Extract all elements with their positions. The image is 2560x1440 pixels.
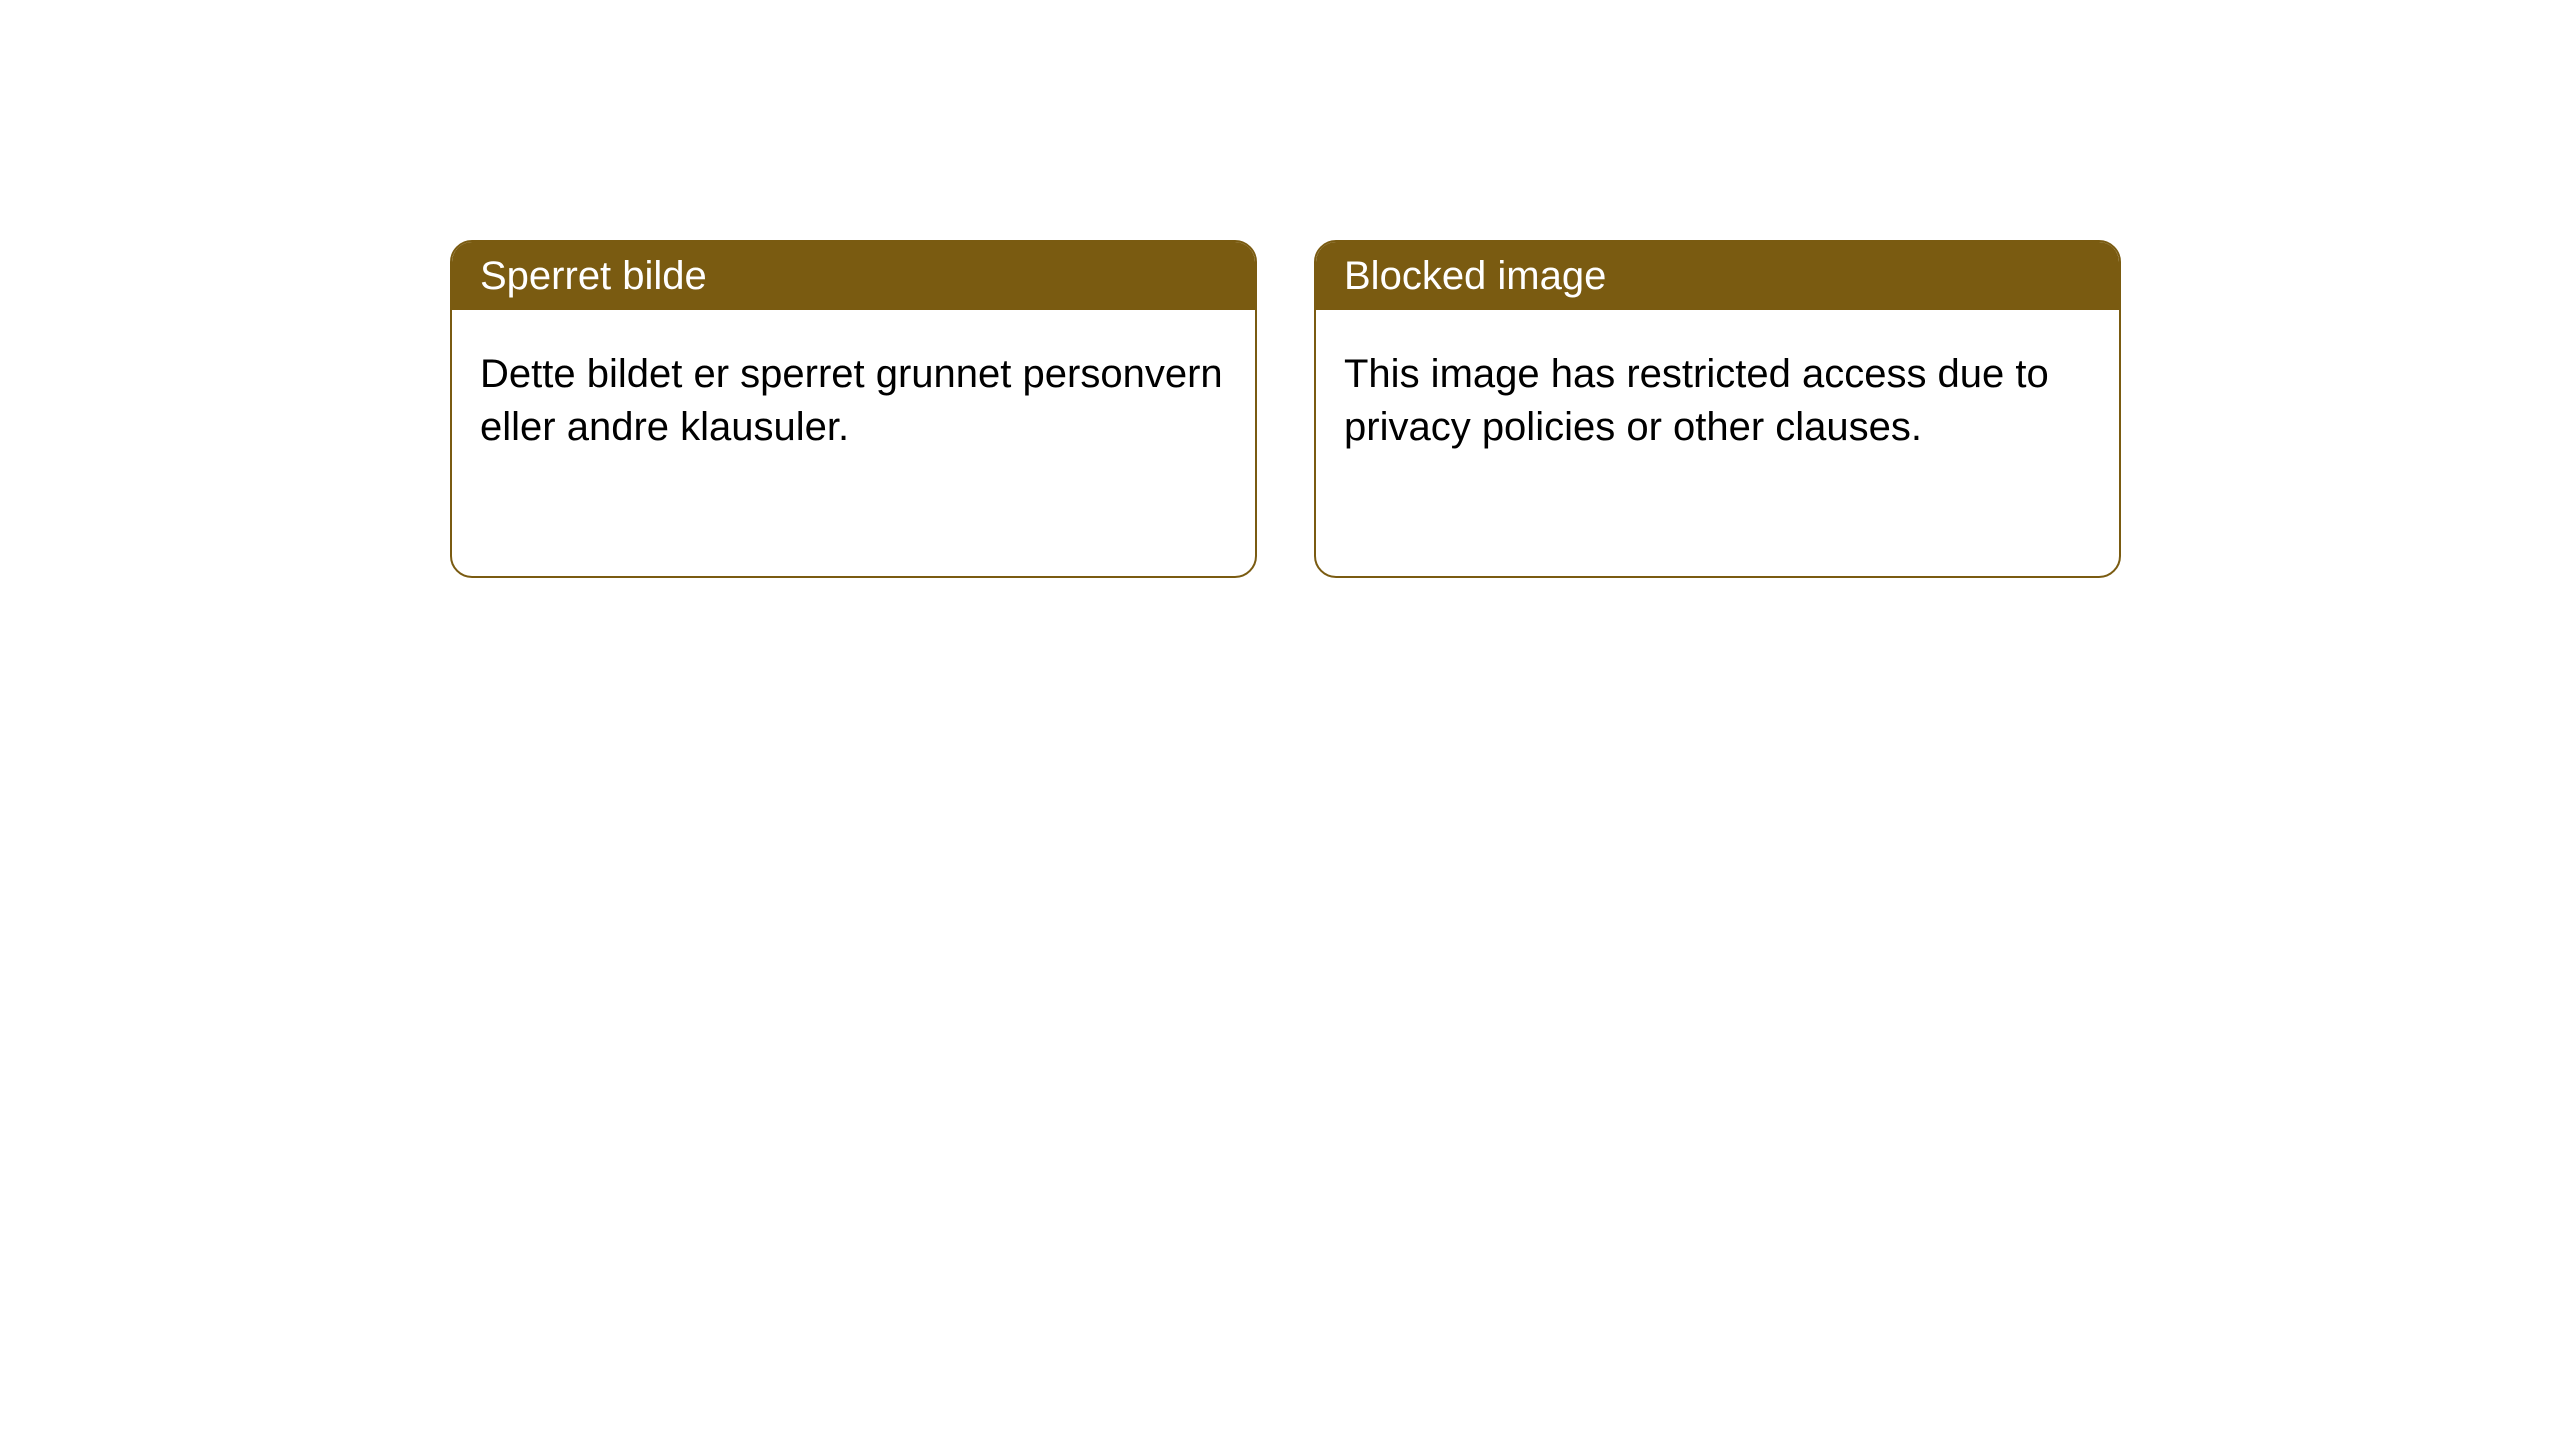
notice-card-norwegian: Sperret bilde Dette bildet er sperret gr… bbox=[450, 240, 1257, 578]
notice-container: Sperret bilde Dette bildet er sperret gr… bbox=[0, 0, 2560, 578]
notice-title-norwegian: Sperret bilde bbox=[452, 242, 1255, 310]
notice-message-english: This image has restricted access due to … bbox=[1316, 310, 2119, 492]
notice-card-english: Blocked image This image has restricted … bbox=[1314, 240, 2121, 578]
notice-message-norwegian: Dette bildet er sperret grunnet personve… bbox=[452, 310, 1255, 492]
notice-title-english: Blocked image bbox=[1316, 242, 2119, 310]
